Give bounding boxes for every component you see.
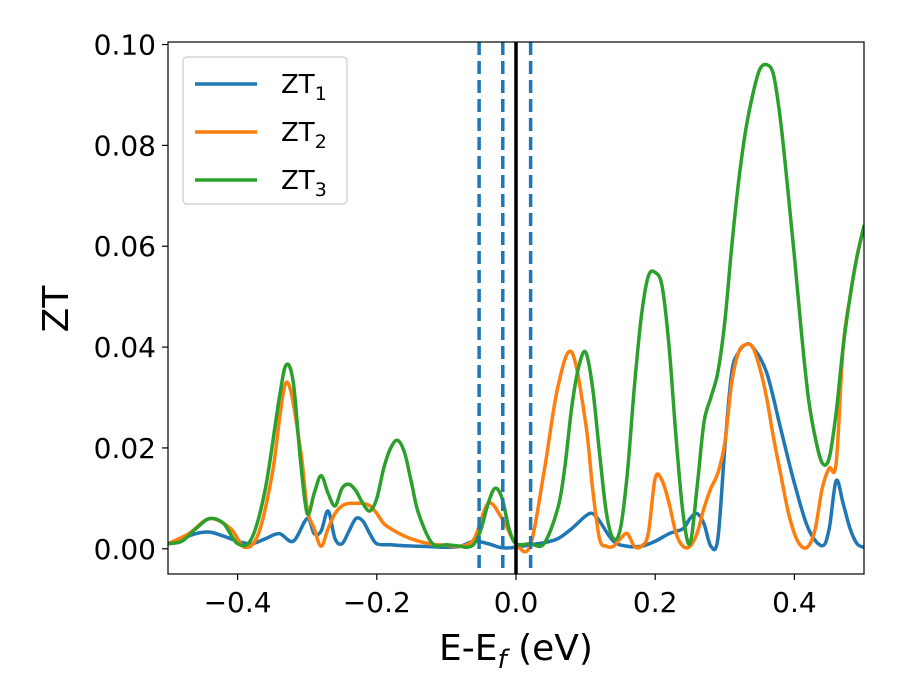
y-tick-label: 0.04 bbox=[94, 331, 156, 364]
y-axis-title: ZT bbox=[36, 285, 77, 333]
legend: ZT1 ZT2 ZT3 bbox=[182, 56, 348, 205]
series-line-zt3 bbox=[168, 62, 864, 550]
y-tick-label: 0.02 bbox=[94, 432, 156, 465]
plot-area bbox=[167, 41, 865, 575]
x-tick-label: 0.0 bbox=[494, 586, 539, 619]
y-tick-label: 0.10 bbox=[94, 29, 156, 62]
x-axis-title-unit: (eV) bbox=[507, 628, 593, 669]
x-axis: −0.4 −0.2 0.0 0.2 0.4 bbox=[204, 574, 817, 619]
x-tick-label: −0.2 bbox=[343, 586, 411, 619]
y-axis: 0.00 0.02 0.04 0.06 0.08 0.10 bbox=[94, 29, 168, 566]
x-tick-label: 0.2 bbox=[633, 586, 678, 619]
series-lines bbox=[168, 62, 864, 554]
x-axis-title: E-Ef (eV) bbox=[439, 628, 593, 675]
y-tick-label: 0.00 bbox=[94, 533, 156, 566]
legend-label-zt3: ZT3 bbox=[281, 166, 327, 201]
legend-label-zt1: ZT1 bbox=[281, 70, 327, 105]
y-tick-label: 0.06 bbox=[94, 230, 156, 263]
series-line-zt2 bbox=[168, 224, 864, 554]
legend-label-zt2: ZT2 bbox=[281, 118, 327, 153]
x-tick-label: 0.4 bbox=[772, 586, 817, 619]
x-tick-label: −0.4 bbox=[204, 586, 272, 619]
y-tick-label: 0.08 bbox=[94, 129, 156, 162]
legend-box bbox=[182, 56, 348, 205]
